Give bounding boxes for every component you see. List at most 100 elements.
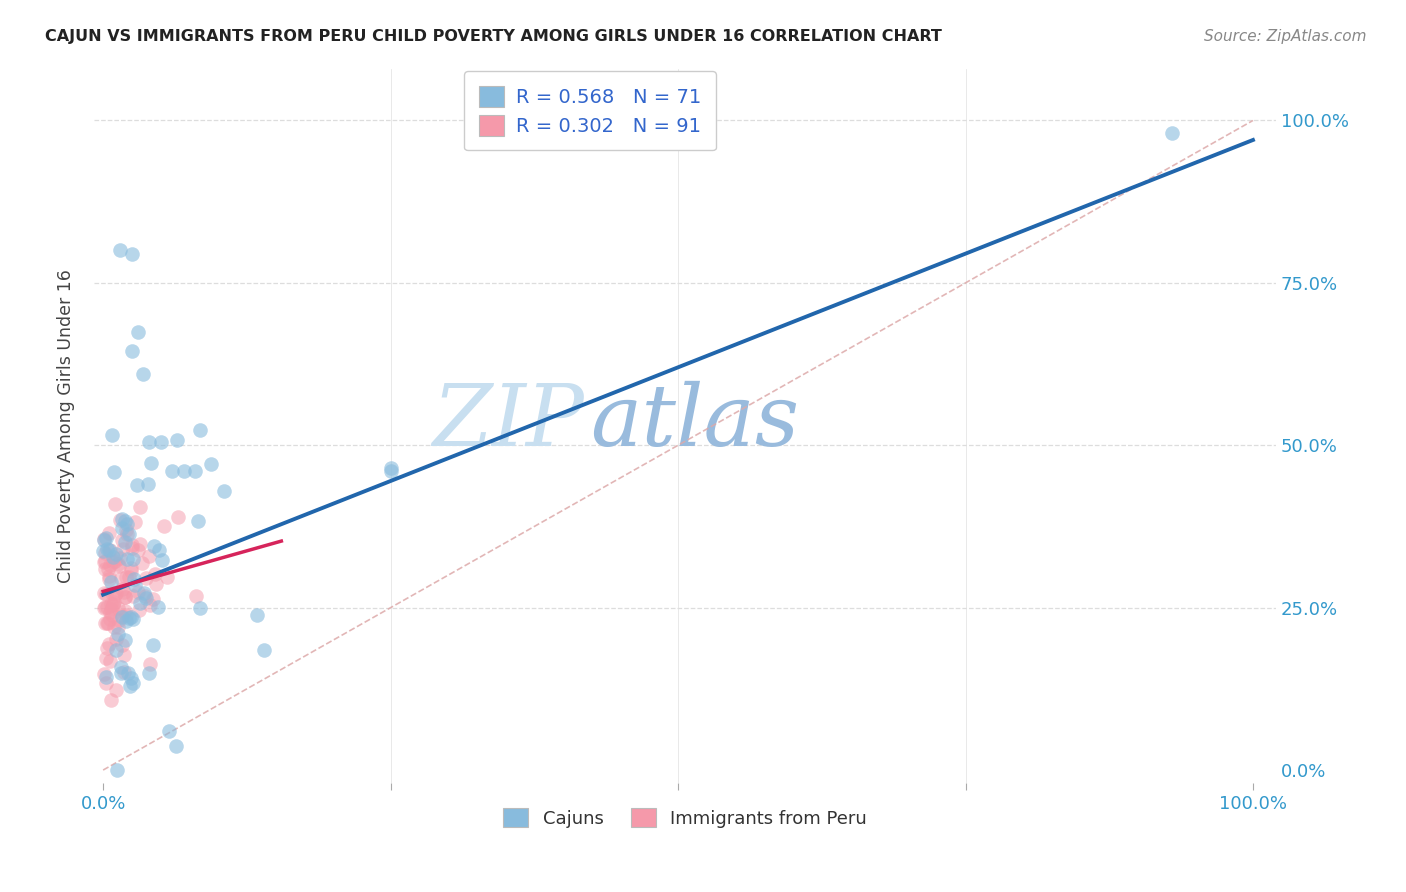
Point bbox=[96, 641, 118, 656]
Point bbox=[110, 666, 132, 681]
Point bbox=[166, 433, 188, 447]
Point bbox=[103, 620, 125, 634]
Point bbox=[117, 611, 139, 625]
Point bbox=[111, 608, 134, 623]
Point bbox=[132, 586, 155, 600]
Point bbox=[149, 435, 172, 450]
Point bbox=[129, 596, 152, 610]
Point bbox=[121, 344, 143, 359]
Point bbox=[115, 523, 138, 537]
Point bbox=[110, 244, 132, 258]
Point bbox=[104, 497, 127, 511]
Point bbox=[94, 600, 117, 615]
Point bbox=[114, 590, 136, 604]
Point bbox=[131, 556, 153, 570]
Point bbox=[188, 424, 211, 438]
Point bbox=[187, 514, 209, 528]
Point bbox=[93, 553, 115, 567]
Point bbox=[152, 519, 174, 533]
Text: atlas: atlas bbox=[591, 381, 800, 464]
Point bbox=[101, 608, 124, 623]
Point bbox=[91, 543, 114, 558]
Point bbox=[98, 654, 121, 668]
Point bbox=[200, 458, 222, 472]
Point bbox=[150, 553, 173, 567]
Point bbox=[138, 435, 160, 450]
Point bbox=[112, 648, 135, 662]
Point bbox=[136, 476, 159, 491]
Point bbox=[97, 562, 120, 576]
Point bbox=[114, 535, 136, 549]
Point bbox=[112, 585, 135, 599]
Point bbox=[98, 569, 121, 583]
Point bbox=[111, 610, 134, 624]
Point bbox=[114, 614, 136, 628]
Point bbox=[111, 542, 134, 557]
Point bbox=[184, 464, 207, 478]
Point bbox=[157, 724, 180, 739]
Point bbox=[129, 537, 152, 551]
Point bbox=[100, 693, 122, 707]
Point bbox=[1161, 127, 1184, 141]
Point bbox=[138, 666, 160, 681]
Point bbox=[101, 586, 124, 600]
Point bbox=[93, 555, 115, 569]
Point bbox=[115, 570, 138, 584]
Point bbox=[101, 428, 124, 442]
Point bbox=[118, 526, 141, 541]
Point bbox=[120, 671, 142, 685]
Point bbox=[135, 591, 157, 606]
Point bbox=[139, 657, 162, 671]
Point bbox=[101, 599, 124, 613]
Point bbox=[103, 595, 125, 609]
Point bbox=[98, 612, 121, 626]
Point bbox=[120, 560, 142, 574]
Point bbox=[117, 666, 139, 681]
Point bbox=[135, 571, 157, 585]
Point bbox=[100, 575, 122, 590]
Point bbox=[380, 464, 402, 478]
Y-axis label: Child Poverty Among Girls Under 16: Child Poverty Among Girls Under 16 bbox=[58, 268, 75, 582]
Point bbox=[94, 546, 117, 560]
Point bbox=[156, 570, 179, 584]
Point bbox=[139, 598, 162, 612]
Point bbox=[100, 597, 122, 611]
Point bbox=[167, 509, 190, 524]
Point bbox=[98, 525, 121, 540]
Point bbox=[96, 600, 118, 615]
Point bbox=[124, 577, 146, 591]
Point bbox=[96, 615, 118, 630]
Point bbox=[188, 600, 211, 615]
Point bbox=[111, 512, 134, 526]
Point bbox=[253, 643, 276, 657]
Point bbox=[107, 627, 129, 641]
Point bbox=[165, 739, 187, 753]
Point bbox=[94, 561, 117, 575]
Point bbox=[160, 464, 183, 478]
Point bbox=[246, 608, 269, 623]
Point bbox=[93, 533, 115, 548]
Point bbox=[104, 586, 127, 600]
Point bbox=[108, 559, 131, 574]
Point bbox=[94, 670, 117, 684]
Point bbox=[96, 587, 118, 601]
Point bbox=[110, 571, 132, 585]
Point bbox=[111, 639, 134, 653]
Point bbox=[127, 543, 149, 558]
Point bbox=[146, 600, 169, 615]
Point bbox=[105, 547, 128, 561]
Point bbox=[143, 540, 166, 554]
Point bbox=[100, 602, 122, 616]
Point bbox=[122, 552, 145, 566]
Point bbox=[98, 542, 121, 557]
Point bbox=[132, 367, 155, 381]
Point bbox=[96, 616, 118, 631]
Point bbox=[98, 605, 121, 619]
Point bbox=[97, 636, 120, 650]
Point bbox=[96, 676, 118, 690]
Point bbox=[93, 532, 115, 546]
Point bbox=[115, 527, 138, 541]
Point bbox=[121, 541, 143, 555]
Point bbox=[104, 588, 127, 602]
Point bbox=[101, 549, 124, 564]
